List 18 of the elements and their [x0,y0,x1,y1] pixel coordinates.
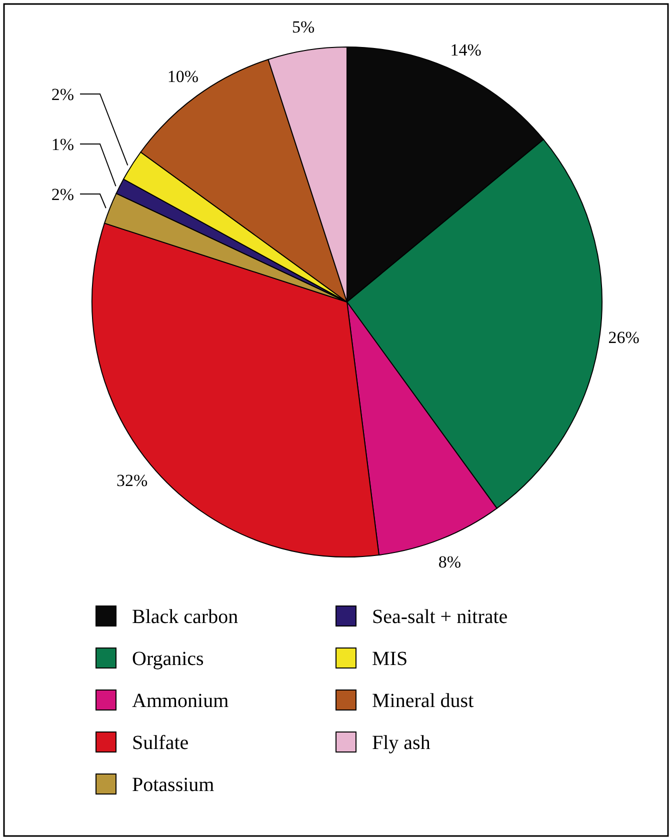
data-label: 2% [51,84,74,104]
data-label: 14% [450,40,482,60]
data-label: 8% [438,552,462,572]
data-label: 32% [116,470,148,490]
data-label: 26% [608,328,640,347]
legend-label: Ammonium [132,690,230,712]
legend-label: Sea-salt + nitrate [372,606,508,628]
legend-label: Sulfate [132,732,189,754]
data-label: 10% [167,67,199,86]
legend-label: Organics [132,648,204,670]
data-label: 5% [292,17,315,36]
data-label: 1% [51,134,74,154]
legend-label: Potassium [132,774,215,796]
legend-label: Fly ash [372,732,430,754]
data-label: 2% [51,184,74,204]
legend-label: MIS [372,648,408,670]
legend-label: Mineral dust [372,690,474,712]
legend-label: Black carbon [132,606,238,628]
